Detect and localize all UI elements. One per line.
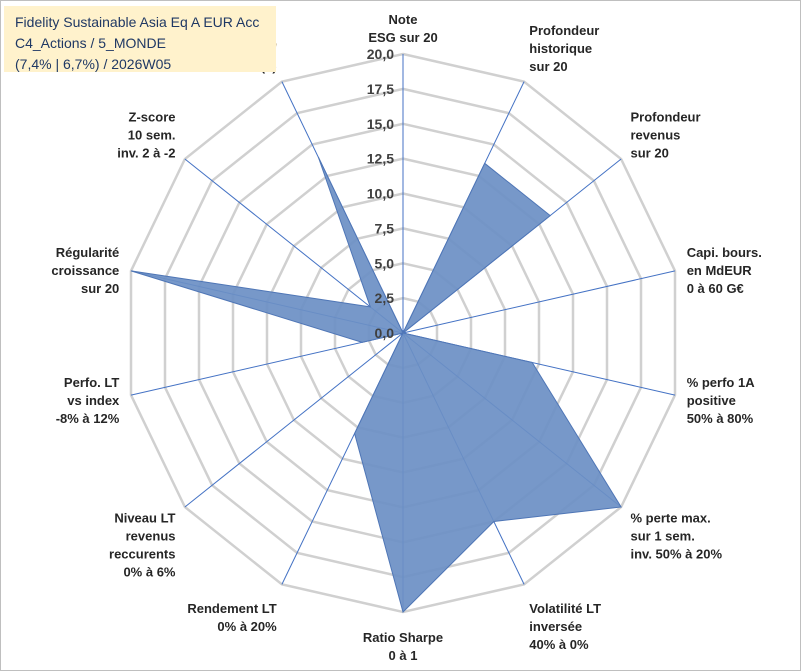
axis-label: Régularité croissance sur 20 bbox=[51, 245, 119, 296]
axis-label-line: sur 20 bbox=[529, 59, 567, 74]
axis-label-line: historique bbox=[529, 41, 592, 56]
axis-label-line: 50% à 80% bbox=[687, 411, 754, 426]
axis-label-line: Rendement LT bbox=[187, 601, 276, 616]
axis-label-line: en MdEUR bbox=[687, 263, 753, 278]
axis-label: Perfo. LT vs index -8% à 12% bbox=[56, 375, 120, 426]
axis-label-line: sur 1 sem. bbox=[631, 528, 695, 543]
axis-label-line: 0 à 1 bbox=[389, 648, 418, 663]
axis-spoke bbox=[184, 332, 404, 508]
axis-label: Volatilité LT inversée 40% à 0% bbox=[529, 601, 601, 652]
axis-label-line: Profondeur bbox=[631, 110, 701, 125]
axis-label-line: Z-score bbox=[129, 110, 176, 125]
axis-label-line: inv. 2 à -2 bbox=[117, 146, 175, 161]
axis-labels: Note ESG sur 20 Profondeur historique sur 20… bbox=[51, 12, 761, 663]
axis-label-line: sur 20 bbox=[81, 281, 119, 296]
axis-spoke bbox=[130, 332, 404, 396]
axis-label-line: -8% à 12% bbox=[56, 411, 120, 426]
axis-label-line: revenus bbox=[126, 528, 176, 543]
chart-subtitle-period: (7,4% | 6,7%) / 2026W05 bbox=[15, 56, 172, 72]
tick-label: 20,0 bbox=[367, 46, 394, 62]
axis-label-line: Niveau LT bbox=[114, 510, 175, 525]
axis-label-line: Ratio Sharpe bbox=[363, 630, 443, 645]
axis-label: % perte max. sur 1 sem. inv. 50% à 20% bbox=[631, 510, 723, 561]
tick-label: 17,5 bbox=[367, 81, 394, 97]
axis-label-line: % perte max. bbox=[631, 510, 711, 525]
axis-label-line: sur 20 bbox=[631, 146, 669, 161]
axis-label-line: 0 à 60 G€ bbox=[687, 281, 744, 296]
axis-spoke bbox=[184, 158, 404, 334]
axis-label-line: 10 sem. bbox=[128, 128, 176, 143]
axis-label-line: ESG sur 20 bbox=[368, 30, 437, 45]
series-area bbox=[130, 156, 622, 613]
axis-label-line: Capi. bours. bbox=[687, 245, 762, 260]
axis-label-line: reccurents bbox=[109, 546, 175, 561]
axis-label: Z-score 10 sem. inv. 2 à -2 bbox=[117, 110, 175, 161]
axis-label-line: 0% à 20% bbox=[217, 619, 277, 634]
tick-label: 12,5 bbox=[367, 151, 394, 167]
tick-label: 10,0 bbox=[367, 186, 394, 202]
axis-spoke bbox=[402, 270, 676, 334]
axis-label-line: positive bbox=[687, 393, 736, 408]
chart-subtitle-category: C4_Actions / 5_MONDE bbox=[15, 35, 166, 51]
axis-label: Niveau LT revenus reccurents 0% à 6% bbox=[109, 510, 176, 579]
tick-label: 5,0 bbox=[375, 255, 395, 271]
axis-label-line: Régularité bbox=[56, 245, 120, 260]
axis-label: % perfo 1A positive 50% à 80% bbox=[687, 375, 756, 426]
axis-label-line: Profondeur bbox=[529, 23, 599, 38]
axis-label-line: inversée bbox=[529, 619, 582, 634]
series-polygon bbox=[130, 156, 622, 613]
tick-labels: 0,0 2,5 5,0 7,5 10,0 12,5 15,0 17,5 20,0 bbox=[367, 46, 394, 341]
axis-label-line: vs index bbox=[67, 393, 120, 408]
axis-label: Profondeur historique sur 20 bbox=[529, 23, 599, 74]
axis-label-line: 40% à 0% bbox=[529, 637, 589, 652]
axis-label: Note ESG sur 20 bbox=[368, 12, 437, 45]
axis-label: Profondeur revenus sur 20 bbox=[631, 110, 701, 161]
tick-label: 2,5 bbox=[375, 290, 395, 306]
axis-label: Rendement LT 0% à 20% bbox=[187, 601, 277, 634]
axis-label-line: Perfo. LT bbox=[64, 375, 119, 390]
tick-label: 15,0 bbox=[367, 116, 394, 132]
chart-title: Fidelity Sustainable Asia Eq A EUR Acc bbox=[15, 14, 260, 30]
chart-title-box: Fidelity Sustainable Asia Eq A EUR Acc C… bbox=[4, 6, 276, 72]
axis-label-line: Volatilité LT bbox=[529, 601, 601, 616]
tick-label: 0,0 bbox=[375, 325, 395, 341]
axis-label-line: Note bbox=[389, 12, 418, 27]
axis-label-line: % perfo 1A bbox=[687, 375, 756, 390]
axis-label-line: croissance bbox=[51, 263, 119, 278]
tick-label: 7,5 bbox=[375, 220, 395, 236]
axis-label-line: inv. 50% à 20% bbox=[631, 546, 723, 561]
axis-label-line: revenus bbox=[631, 128, 681, 143]
axis-label: Ratio Sharpe 0 à 1 bbox=[363, 630, 443, 663]
axis-label: Capi. bours. en MdEUR 0 à 60 G€ bbox=[687, 245, 762, 296]
axis-label-line: 0% à 6% bbox=[123, 564, 175, 579]
